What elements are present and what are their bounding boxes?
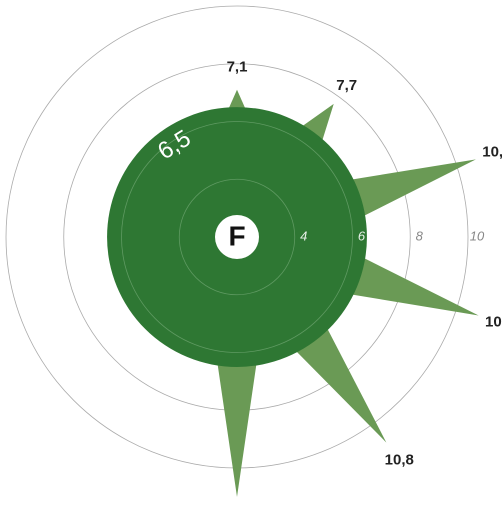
grid-ring-inner — [178, 178, 296, 296]
r-tick-label: 4 — [300, 228, 307, 243]
spike-label: 10,7 — [482, 144, 502, 161]
center-badge — [215, 215, 259, 259]
center-label: F — [228, 220, 245, 251]
spike-label: 7,1 — [227, 59, 248, 76]
r-tick-label: 10 — [470, 228, 485, 243]
r-tick-label: 8 — [416, 228, 424, 243]
spike — [212, 328, 262, 497]
r-tick-label: 6 — [358, 228, 366, 243]
spike-label: 10,8 — [385, 451, 414, 468]
spike-label: 7,7 — [336, 77, 357, 94]
grid-ring-inner — [121, 121, 353, 353]
spike-label: 10,8 — [485, 313, 502, 330]
